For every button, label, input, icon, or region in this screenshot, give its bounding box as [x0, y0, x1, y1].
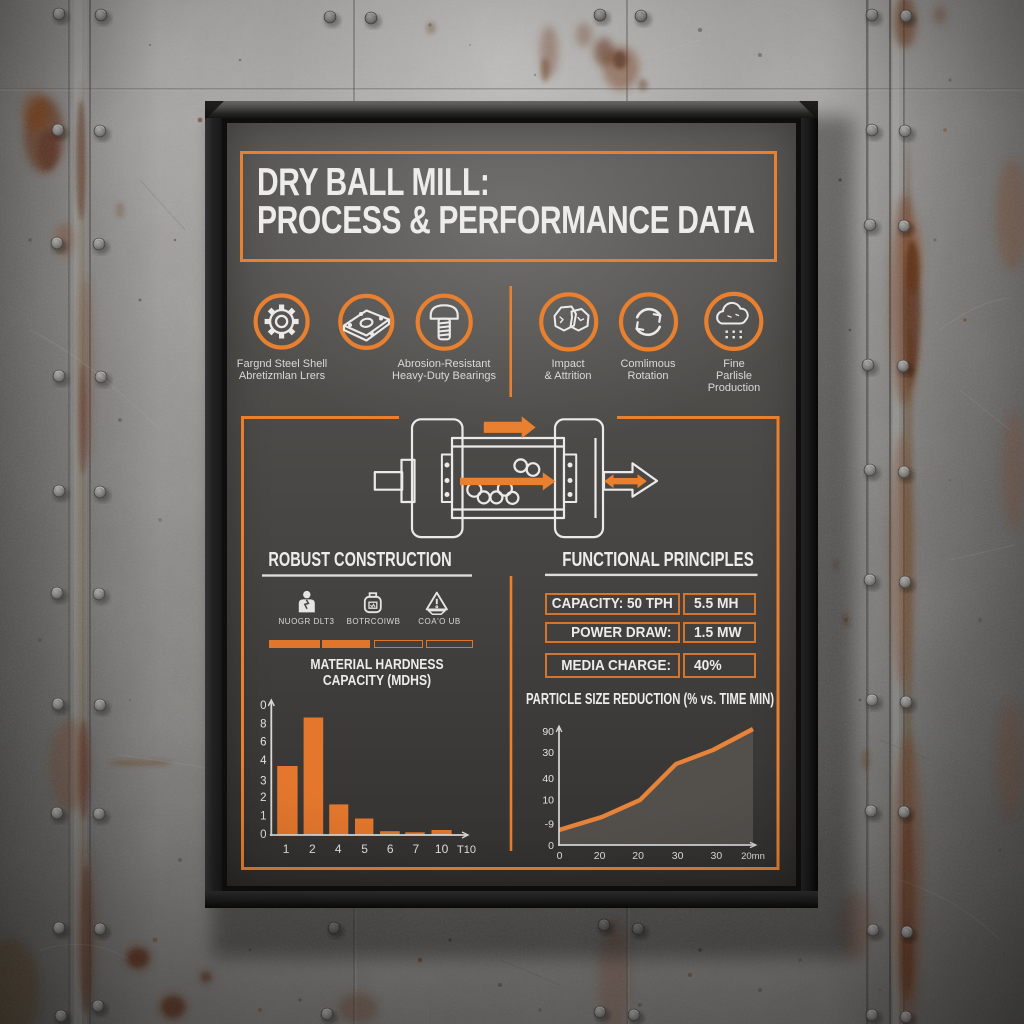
svg-text:90: 90: [542, 726, 554, 738]
svg-text:6: 6: [260, 736, 266, 748]
svg-text:0: 0: [548, 840, 554, 852]
svg-text:6: 6: [387, 842, 394, 856]
svg-text:0: 0: [557, 850, 563, 862]
svg-text:5: 5: [361, 842, 368, 856]
svg-text:40: 40: [542, 773, 554, 785]
svg-text:1: 1: [260, 811, 266, 823]
svg-text:4: 4: [335, 842, 342, 856]
svg-text:30: 30: [542, 747, 554, 759]
svg-text:10: 10: [542, 795, 554, 807]
svg-text:T10: T10: [457, 844, 476, 856]
svg-text:-9: -9: [545, 818, 554, 830]
svg-text:20mn: 20mn: [741, 851, 765, 862]
svg-text:1: 1: [283, 842, 290, 856]
svg-text:2: 2: [309, 842, 316, 856]
svg-text:2: 2: [260, 792, 266, 804]
svg-text:30: 30: [711, 850, 723, 862]
svg-text:20: 20: [594, 850, 606, 862]
svg-text:0: 0: [260, 829, 266, 841]
svg-text:7: 7: [412, 842, 419, 856]
svg-text:4: 4: [260, 755, 267, 767]
svg-text:20: 20: [632, 850, 644, 862]
svg-text:3: 3: [260, 775, 266, 787]
svg-text:0: 0: [260, 700, 266, 712]
svg-text:30: 30: [672, 850, 684, 862]
svg-text:10: 10: [435, 842, 449, 856]
svg-text:8: 8: [260, 719, 266, 731]
